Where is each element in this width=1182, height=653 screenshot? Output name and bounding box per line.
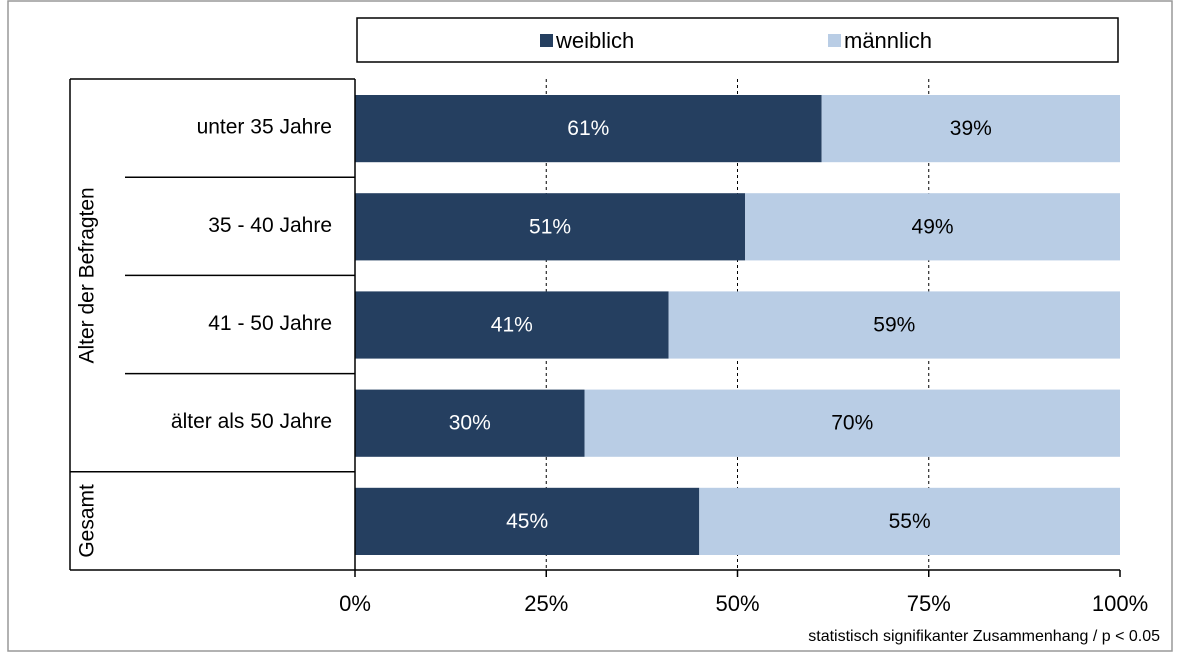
data-label: 51%: [529, 215, 571, 238]
group-label: Gesamt: [76, 484, 99, 558]
bar-segment: [355, 193, 746, 261]
x-tick-label: 0%: [339, 591, 371, 616]
legend-swatch: [828, 34, 841, 47]
y-tick-label: 41 - 50 Jahre: [208, 312, 332, 335]
y-tick-label: älter als 50 Jahre: [171, 410, 332, 433]
data-label: 55%: [889, 510, 931, 533]
bar-segment: [355, 389, 585, 457]
y-tick-label: 35 - 40 Jahre: [208, 214, 332, 237]
bar-segment: [584, 389, 1120, 457]
x-tick-label: 75%: [907, 591, 951, 616]
y-tick-label: unter 35 Jahre: [197, 116, 332, 139]
data-label: 61%: [567, 117, 609, 140]
legend-swatch: [540, 34, 553, 47]
legend-label: weiblich: [555, 28, 634, 53]
x-tick-label: 100%: [1092, 591, 1148, 616]
x-tick-label: 25%: [524, 591, 568, 616]
data-label: 45%: [506, 510, 548, 533]
data-label: 49%: [912, 215, 954, 238]
footnote: statistisch signifikanter Zusammenhang /…: [808, 628, 1160, 645]
bar-segment: [355, 95, 822, 163]
bar-segment: [355, 487, 700, 555]
data-label: 30%: [449, 412, 491, 435]
data-label: 39%: [950, 117, 992, 140]
bar-segment: [821, 95, 1120, 163]
data-label: 70%: [831, 412, 873, 435]
x-tick-label: 50%: [715, 591, 759, 616]
data-label: 59%: [873, 314, 915, 337]
bar-segment: [699, 487, 1120, 555]
legend-label: männlich: [844, 28, 932, 53]
data-label: 41%: [491, 314, 533, 337]
group-label: Alter der Befragten: [76, 187, 99, 363]
bar-segment: [745, 193, 1120, 261]
bar-segment: [668, 291, 1120, 359]
legend-box: [356, 17, 1119, 63]
bar-segment: [355, 291, 669, 359]
